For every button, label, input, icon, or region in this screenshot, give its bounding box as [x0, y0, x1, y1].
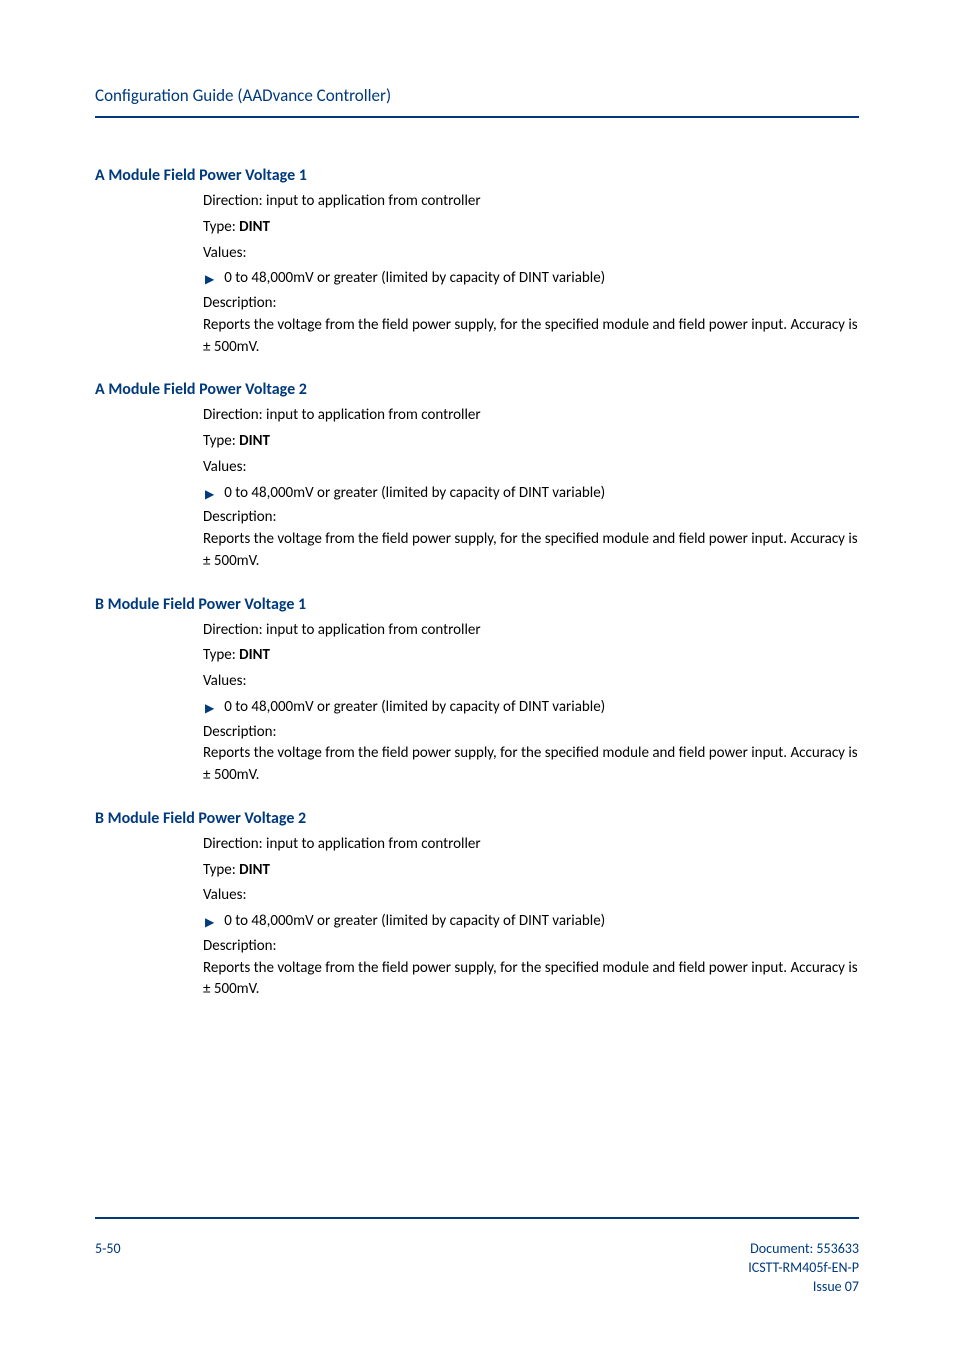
section-a-module-voltage-2: A Module Field Power Voltage 2 Direction…	[95, 380, 859, 572]
section-heading: B Module Field Power Voltage 1	[95, 595, 859, 614]
section-body: Direction: input to application from con…	[203, 834, 859, 1001]
direction-line: Direction: input to application from con…	[203, 405, 859, 427]
description-text: Reports the voltage from the field power…	[203, 315, 859, 359]
description-block: Description: Reports the voltage from th…	[203, 507, 859, 572]
page-number: 5-50	[95, 1240, 121, 1257]
footer-doc-info: Document: 553633 ICSTT-RM405f-EN-P Issue…	[748, 1240, 859, 1297]
section-heading: B Module Field Power Voltage 2	[95, 809, 859, 828]
section-body: Direction: input to application from con…	[203, 405, 859, 572]
direction-line: Direction: input to application from con…	[203, 191, 859, 213]
type-line: Type: DINT	[203, 431, 859, 453]
type-prefix: Type:	[203, 218, 239, 236]
type-line: Type: DINT	[203, 645, 859, 667]
values-bullet-text: 0 to 48,000mV or greater (limited by cap…	[224, 268, 605, 290]
type-line: Type: DINT	[203, 860, 859, 882]
direction-line: Direction: input to application from con…	[203, 834, 859, 856]
type-prefix: Type:	[203, 432, 239, 450]
section-b-module-voltage-1: B Module Field Power Voltage 1 Direction…	[95, 595, 859, 787]
type-value: DINT	[239, 646, 270, 664]
section-a-module-voltage-1: A Module Field Power Voltage 1 Direction…	[95, 166, 859, 358]
values-bullet-row: ▶ 0 to 48,000mV or greater (limited by c…	[203, 268, 859, 290]
document-title: Configuration Guide (AADvance Controller…	[95, 85, 859, 106]
direction-line: Direction: input to application from con…	[203, 620, 859, 642]
values-label: Values:	[203, 243, 859, 265]
triangle-bullet-icon: ▶	[205, 487, 214, 502]
type-prefix: Type:	[203, 861, 239, 879]
description-label: Description:	[203, 507, 859, 529]
description-label: Description:	[203, 722, 859, 744]
description-block: Description: Reports the voltage from th…	[203, 936, 859, 1001]
footer-doc-number: Document: 553633	[748, 1240, 859, 1259]
triangle-bullet-icon: ▶	[205, 915, 214, 930]
description-text: Reports the voltage from the field power…	[203, 958, 859, 1002]
footer-issue: Issue 07	[748, 1278, 859, 1297]
triangle-bullet-icon: ▶	[205, 272, 214, 287]
header-rule	[95, 116, 859, 118]
values-bullet-text: 0 to 48,000mV or greater (limited by cap…	[224, 911, 605, 933]
type-line: Type: DINT	[203, 217, 859, 239]
type-value: DINT	[239, 861, 270, 879]
values-bullet-row: ▶ 0 to 48,000mV or greater (limited by c…	[203, 697, 859, 719]
section-heading: A Module Field Power Voltage 2	[95, 380, 859, 399]
description-label: Description:	[203, 936, 859, 958]
section-b-module-voltage-2: B Module Field Power Voltage 2 Direction…	[95, 809, 859, 1001]
section-heading: A Module Field Power Voltage 1	[95, 166, 859, 185]
values-bullet-text: 0 to 48,000mV or greater (limited by cap…	[224, 483, 605, 505]
description-block: Description: Reports the voltage from th…	[203, 293, 859, 358]
triangle-bullet-icon: ▶	[205, 701, 214, 716]
description-text: Reports the voltage from the field power…	[203, 529, 859, 573]
page-content: Configuration Guide (AADvance Controller…	[0, 0, 954, 1001]
type-prefix: Type:	[203, 646, 239, 664]
description-text: Reports the voltage from the field power…	[203, 743, 859, 787]
values-bullet-row: ▶ 0 to 48,000mV or greater (limited by c…	[203, 911, 859, 933]
values-label: Values:	[203, 457, 859, 479]
section-body: Direction: input to application from con…	[203, 191, 859, 358]
page-footer: 5-50 Document: 553633 ICSTT-RM405f-EN-P …	[95, 1240, 859, 1297]
section-body: Direction: input to application from con…	[203, 620, 859, 787]
values-label: Values:	[203, 885, 859, 907]
type-value: DINT	[239, 218, 270, 236]
description-label: Description:	[203, 293, 859, 315]
values-label: Values:	[203, 671, 859, 693]
footer-doc-ref: ICSTT-RM405f-EN-P	[748, 1259, 859, 1278]
type-value: DINT	[239, 432, 270, 450]
values-bullet-row: ▶ 0 to 48,000mV or greater (limited by c…	[203, 483, 859, 505]
description-block: Description: Reports the voltage from th…	[203, 722, 859, 787]
footer-rule	[95, 1217, 859, 1219]
values-bullet-text: 0 to 48,000mV or greater (limited by cap…	[224, 697, 605, 719]
